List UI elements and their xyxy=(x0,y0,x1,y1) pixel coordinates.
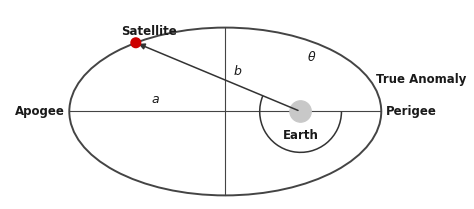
Text: Earth: Earth xyxy=(283,129,319,142)
Circle shape xyxy=(131,38,141,48)
Text: Perigee: Perigee xyxy=(385,105,437,118)
Text: Satellite: Satellite xyxy=(121,25,177,38)
Text: θ: θ xyxy=(308,51,315,64)
Circle shape xyxy=(290,101,311,122)
Text: Apogee: Apogee xyxy=(15,105,65,118)
Text: True Anomaly: True Anomaly xyxy=(376,73,466,86)
Text: a: a xyxy=(151,93,159,106)
Text: b: b xyxy=(234,65,242,78)
